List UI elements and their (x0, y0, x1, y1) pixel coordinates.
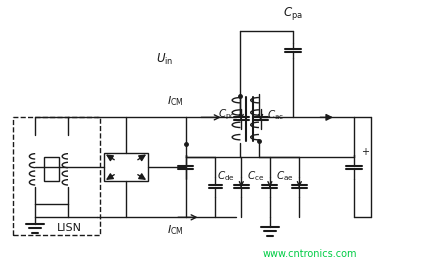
Text: $C_{\rm pc}$: $C_{\rm pc}$ (218, 108, 235, 122)
Bar (44, 157, 59, 181)
Text: LISN: LISN (57, 223, 82, 233)
Bar (14, 117, 100, 235)
Text: +: + (361, 147, 369, 157)
Text: $C_{\rm ae}$: $C_{\rm ae}$ (276, 170, 293, 183)
Bar (104, 153, 148, 181)
Text: $C_{\rm de}$: $C_{\rm de}$ (217, 170, 235, 183)
Text: $I_{\rm CM}$: $I_{\rm CM}$ (167, 94, 184, 108)
Text: $U_{\rm in}$: $U_{\rm in}$ (156, 52, 173, 67)
Text: $I_{\rm CM}$: $I_{\rm CM}$ (167, 223, 184, 237)
Text: www.cntronics.com: www.cntronics.com (262, 249, 357, 259)
Text: $C_{\rm pa}$: $C_{\rm pa}$ (283, 5, 303, 22)
Text: $C_{\rm ac}$: $C_{\rm ac}$ (267, 108, 284, 122)
Text: $C_{\rm ce}$: $C_{\rm ce}$ (247, 170, 264, 183)
